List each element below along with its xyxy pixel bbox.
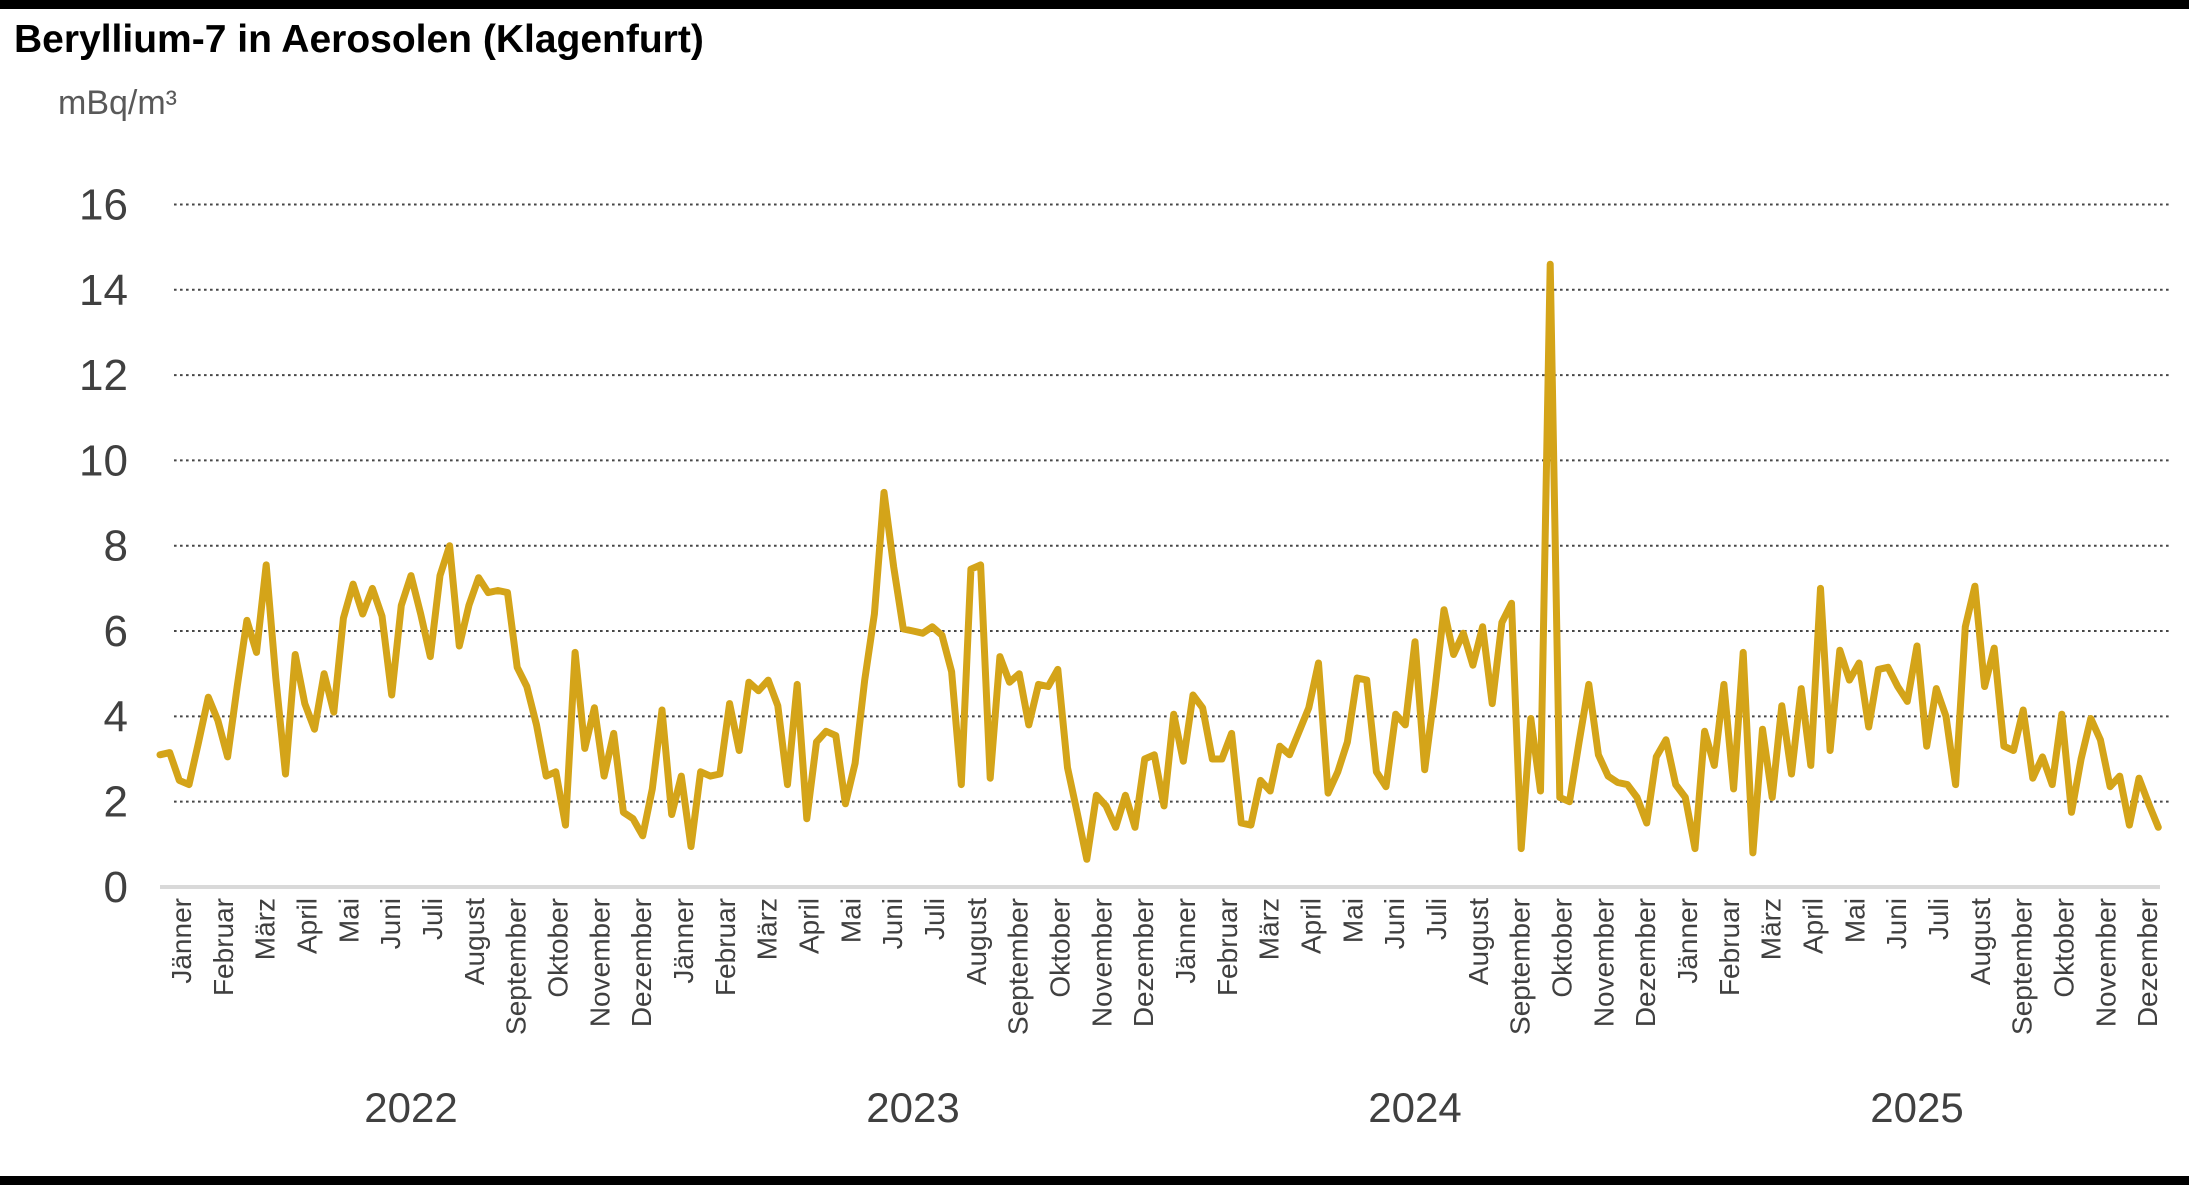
x-month-label-2022-8: August	[459, 898, 490, 985]
y-axis-unit-label: mBq/m³	[58, 84, 177, 122]
x-month-label-2025-9: September	[2007, 898, 2038, 1035]
x-month-label-2023-4: April	[793, 898, 824, 954]
x-month-label-2025-10: Oktober	[2048, 898, 2079, 998]
x-month-label-2023-12: Dezember	[1128, 898, 1159, 1027]
x-month-label-2024-10: Oktober	[1546, 898, 1577, 998]
x-month-label-2025-7: Juli	[1923, 898, 1954, 940]
y-tick-label: 16	[79, 180, 128, 229]
x-month-label-2025-2: Februar	[1714, 898, 1745, 996]
page-top-border	[0, 0, 2189, 9]
chart-title: Beryllium-7 in Aerosolen (Klagenfurt)	[14, 18, 704, 61]
x-month-label-2025-8: August	[1965, 898, 1996, 985]
x-month-label-2022-5: Mai	[333, 898, 364, 943]
x-month-label-2025-12: Dezember	[2132, 898, 2163, 1027]
x-month-label-2023-5: Mai	[835, 898, 866, 943]
x-month-label-2023-7: Juli	[919, 898, 950, 940]
x-month-label-2024-6: Juni	[1379, 898, 1410, 949]
x-month-label-2022-4: April	[291, 898, 322, 954]
x-month-label-2022-9: September	[501, 898, 532, 1035]
x-month-label-2025-6: Juni	[1881, 898, 1912, 949]
x-month-label-2024-9: September	[1505, 898, 1536, 1035]
y-tick-label: 4	[104, 692, 128, 741]
x-month-label-2024-1: Jänner	[1170, 898, 1201, 984]
x-year-label-2024: 2024	[1368, 1084, 1461, 1131]
x-month-label-2025-3: März	[1756, 898, 1787, 960]
x-month-label-2024-2: Februar	[1212, 898, 1243, 996]
x-month-label-2022-1: Jänner	[166, 898, 197, 984]
x-month-label-2023-9: September	[1003, 898, 1034, 1035]
x-year-label-2022: 2022	[364, 1084, 457, 1131]
x-month-label-2023-2: Februar	[710, 898, 741, 996]
y-tick-label: 10	[79, 436, 128, 485]
x-month-label-2023-1: Jänner	[668, 898, 699, 984]
x-month-label-2025-1: Jänner	[1672, 898, 1703, 984]
x-month-label-2023-8: August	[961, 898, 992, 985]
x-year-label-2023: 2023	[866, 1084, 959, 1131]
x-month-label-2024-8: August	[1463, 898, 1494, 985]
x-month-label-2025-11: November	[2090, 898, 2121, 1027]
x-month-label-2025-5: Mai	[1839, 898, 1870, 943]
y-tick-label: 2	[104, 778, 128, 827]
beryllium7-data-line	[156, 260, 2162, 863]
y-tick-label: 14	[79, 266, 128, 315]
y-tick-label: 0	[104, 863, 128, 912]
x-month-label-2022-11: November	[584, 898, 615, 1027]
page-bottom-border	[0, 1176, 2189, 1185]
x-month-label-2022-2: Februar	[208, 898, 239, 996]
y-tick-label: 6	[104, 607, 128, 656]
x-month-label-2024-12: Dezember	[1630, 898, 1661, 1027]
x-month-label-2024-7: Juli	[1421, 898, 1452, 940]
x-month-label-2022-3: März	[250, 898, 281, 960]
x-month-label-2024-5: Mai	[1337, 898, 1368, 943]
x-month-label-2024-4: April	[1295, 898, 1326, 954]
x-month-label-2023-6: Juni	[877, 898, 908, 949]
x-month-label-2025-4: April	[1797, 898, 1828, 954]
x-month-label-2024-11: November	[1588, 898, 1619, 1027]
x-month-label-2022-7: Juli	[417, 898, 448, 940]
x-month-label-2023-10: Oktober	[1044, 898, 1075, 998]
y-tick-label: 12	[79, 351, 128, 400]
x-year-label-2025: 2025	[1870, 1084, 1963, 1131]
x-month-label-2024-3: März	[1254, 898, 1285, 960]
x-month-label-2022-10: Oktober	[542, 898, 573, 998]
y-tick-label: 8	[104, 522, 128, 571]
x-month-label-2022-12: Dezember	[626, 898, 657, 1027]
x-month-label-2023-3: März	[752, 898, 783, 960]
x-month-label-2022-6: Juni	[375, 898, 406, 949]
x-month-label-2023-11: November	[1086, 898, 1117, 1027]
